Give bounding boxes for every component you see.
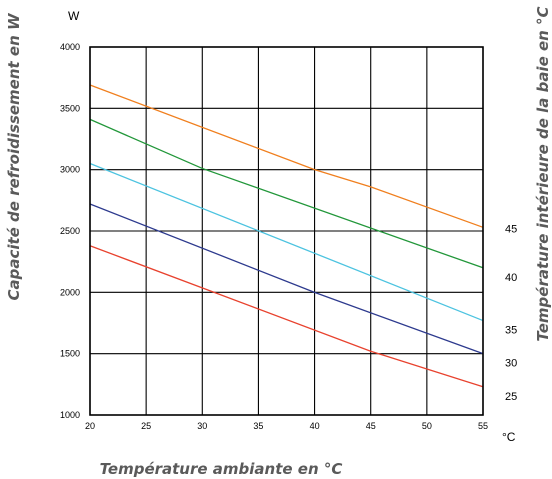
series-group: [89, 84, 484, 388]
x-tick-label: 25: [141, 421, 151, 431]
series-label-35: 35: [505, 325, 517, 337]
y-tick-label: 2000: [60, 287, 80, 297]
y-tick-label: 4000: [60, 42, 80, 52]
series-end-labels: 45 40 35 30 25: [505, 223, 517, 402]
y-tick-label: 2500: [60, 226, 80, 236]
series-label-45: 45: [505, 223, 517, 235]
x-tick-labels: 20 25 30 35 40 45 50 55: [85, 421, 488, 431]
y-tick-label: 1000: [60, 410, 80, 420]
y-axis-title: Capacité de refroidissement en W: [5, 12, 23, 301]
x-tick-label: 45: [366, 421, 376, 431]
plot-frame: [89, 46, 484, 416]
x-tick-label: 35: [253, 421, 263, 431]
series-label-30: 30: [505, 358, 517, 370]
series-line-40: [89, 118, 484, 269]
y-unit-label: W: [68, 9, 80, 23]
right-axis-title: Température intérieure de la baie en °C: [534, 6, 552, 341]
x-unit-label: °C: [502, 430, 516, 444]
y-tick-label: 3500: [60, 103, 80, 113]
series-label-25: 25: [505, 391, 517, 403]
series-line-35: [89, 162, 484, 322]
series-line-45: [89, 84, 484, 228]
x-tick-label: 50: [422, 421, 432, 431]
series-line-25: [89, 245, 484, 388]
x-axis-title: Température ambiante en °C: [100, 460, 343, 478]
x-tick-label: 20: [85, 421, 95, 431]
series-line-30: [89, 203, 484, 355]
x-tick-label: 40: [310, 421, 320, 431]
y-tick-label: 3000: [60, 165, 80, 175]
x-tick-label: 30: [197, 421, 207, 431]
grid: [89, 46, 484, 416]
y-tick-labels: 1000 1500 2000 2500 3000 3500 4000: [60, 42, 80, 420]
y-tick-label: 1500: [60, 349, 80, 359]
series-label-40: 40: [505, 272, 517, 284]
x-tick-label: 55: [478, 421, 488, 431]
